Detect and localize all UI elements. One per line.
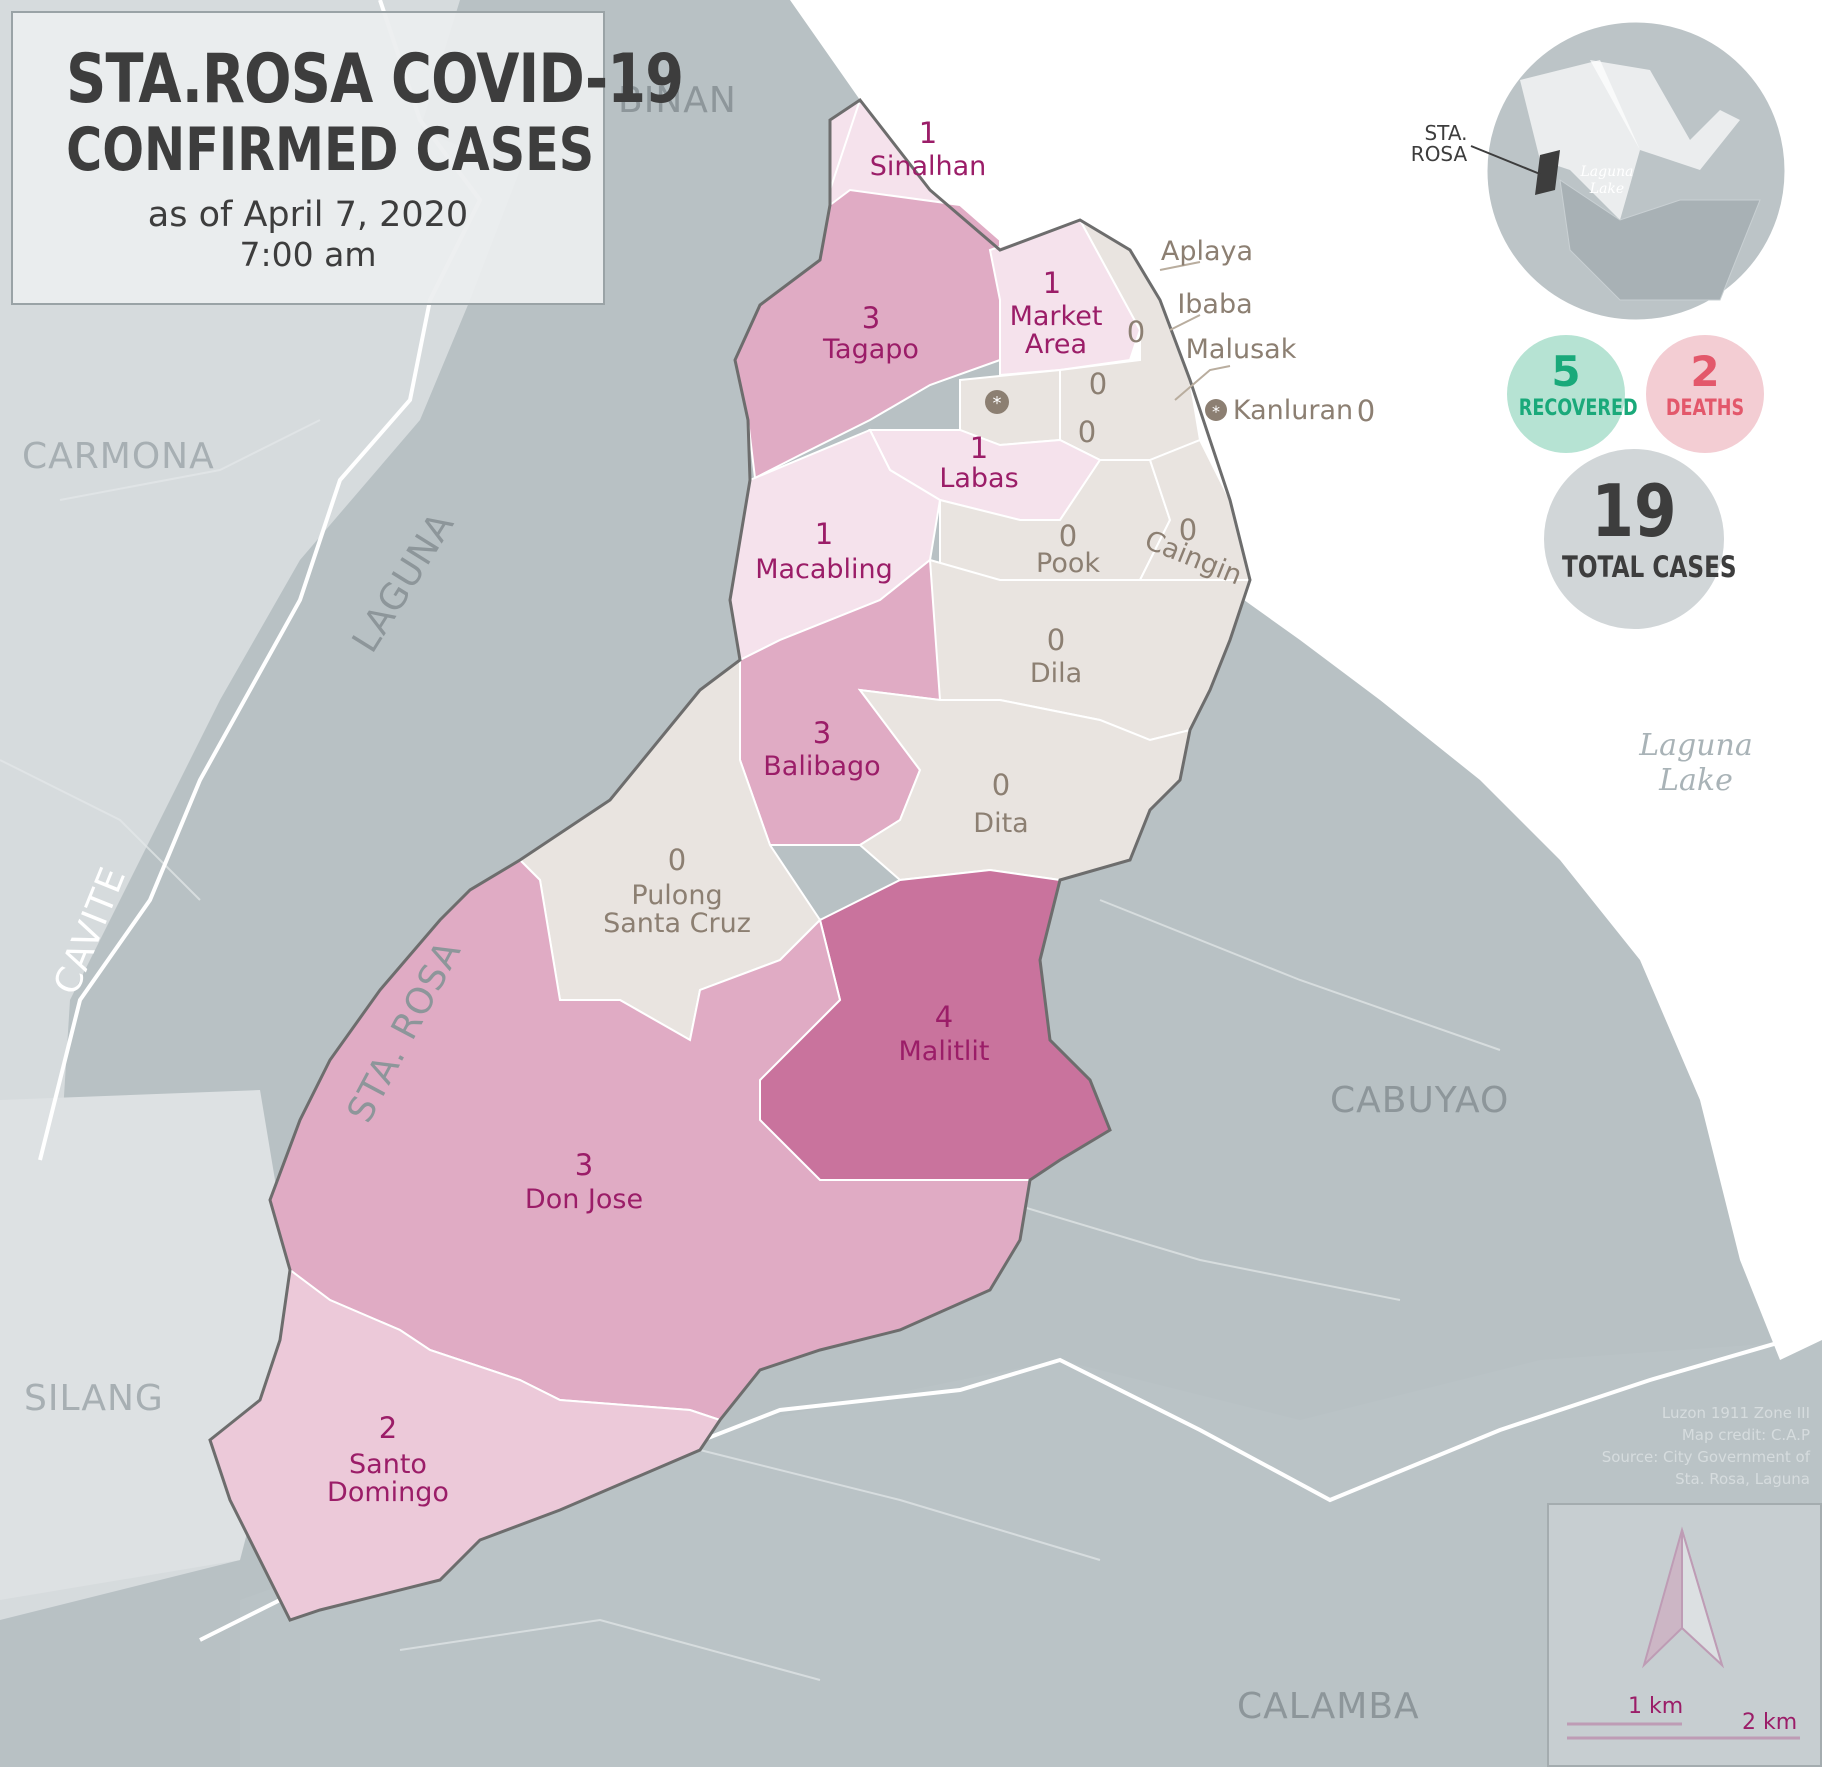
aplaya-name: Aplaya xyxy=(1161,236,1253,267)
inset-rosa-label: ROSA xyxy=(1411,142,1468,166)
market-area-count: 1 xyxy=(1043,266,1061,300)
inset-lake-label-2: Lake xyxy=(1589,181,1624,197)
credit-line: Map credit: C.A.P xyxy=(1681,1426,1810,1444)
balibago-count: 3 xyxy=(813,716,831,750)
deaths-label: DEATHS xyxy=(1665,396,1745,421)
santo-domingo-name-1: Santo xyxy=(349,1449,427,1480)
pulong-santa-cruz-name-2: Santa Cruz xyxy=(603,908,751,939)
labas-name: Labas xyxy=(939,463,1018,494)
inset-lake-label-1: Laguna xyxy=(1580,164,1634,180)
credit-line: Source: City Government of xyxy=(1601,1448,1810,1466)
total-cases-count: 19 xyxy=(1591,469,1677,553)
santo-domingo-name-2: Domingo xyxy=(327,1477,449,1508)
total-cases-badge: 19 TOTAL CASES xyxy=(1542,447,1737,631)
sta-rosa-boundary xyxy=(208,97,1252,1622)
credit-line: Luzon 1911 Zone III xyxy=(1661,1404,1810,1422)
tagapo-count: 3 xyxy=(862,301,880,335)
sta-rosa-barangays xyxy=(208,97,1252,1622)
malusak-count: 0 xyxy=(1078,415,1096,449)
macabling-name: Macabling xyxy=(755,554,893,585)
ibaba-name: Ibaba xyxy=(1177,289,1252,320)
recovered-badge: 5 RECOVERED xyxy=(1505,333,1638,455)
credit-line: Sta. Rosa, Laguna xyxy=(1675,1470,1810,1488)
recovered-count: 5 xyxy=(1551,347,1581,396)
svg-text:*: * xyxy=(1212,402,1220,421)
balibago-name: Balibago xyxy=(763,751,880,782)
caingin-count: 0 xyxy=(1179,513,1197,547)
labas-count: 1 xyxy=(970,431,988,465)
aplaya-count: 0 xyxy=(1127,315,1145,349)
ibaba-count: 0 xyxy=(1089,367,1107,401)
sinalhan-count: 1 xyxy=(919,116,937,150)
pulong-santa-cruz-count: 0 xyxy=(668,843,686,877)
malitlit-count: 4 xyxy=(935,1000,953,1034)
leader-lines xyxy=(1159,261,1231,401)
title-box: STA.ROSA COVID-19 CONFIRMED CASES as of … xyxy=(11,11,684,305)
market-area-name-2: Area xyxy=(1025,329,1087,360)
total-cases-label: TOTAL CASES xyxy=(1562,550,1737,584)
macabling-count: 1 xyxy=(815,517,833,551)
kanluran-legend-marker: * xyxy=(1205,399,1227,421)
recovered-label: RECOVERED xyxy=(1518,396,1638,421)
inset-locator-map: STA. ROSA Laguna Lake xyxy=(1411,19,1788,323)
label-binan: BINAN xyxy=(618,80,737,121)
don-jose-name: Don Jose xyxy=(525,1184,643,1215)
don-jose-count: 3 xyxy=(575,1148,593,1182)
deaths-badge: 2 DEATHS xyxy=(1644,333,1766,455)
deaths-count: 2 xyxy=(1690,347,1720,396)
sinalhan-name: Sinalhan xyxy=(870,151,987,182)
cavite-region xyxy=(0,0,520,1620)
as-of-time: 7:00 am xyxy=(239,235,377,274)
pook-count: 0 xyxy=(1059,519,1077,553)
calamba-region xyxy=(240,1340,1822,1767)
dila-name: Dila xyxy=(1030,658,1082,689)
market-area-name-1: Market xyxy=(1010,301,1103,332)
malusak-name: Malusak xyxy=(1186,334,1297,365)
label-carmona: CARMONA xyxy=(22,436,215,477)
dita-name: Dita xyxy=(973,808,1028,839)
scale-label-2km: 2 km xyxy=(1742,1710,1798,1735)
road-lines xyxy=(0,419,1501,1681)
map-credits: Luzon 1911 Zone III Map credit: C.A.P So… xyxy=(1510,1402,1810,1490)
label-laguna-lake-2: Lake xyxy=(1658,763,1733,798)
pulong-santa-cruz-name-1: Pulong xyxy=(631,880,722,911)
dila-count: 0 xyxy=(1047,623,1065,657)
pook-name: Pook xyxy=(1036,548,1100,579)
kanluran-count: 0 xyxy=(1357,394,1375,428)
malitlit-name: Malitlit xyxy=(898,1036,989,1067)
kanluran-name: Kanluran xyxy=(1233,395,1353,426)
page-title: STA.ROSA COVID-19 xyxy=(66,40,684,119)
tagapo-name: Tagapo xyxy=(822,334,919,365)
as-of-date: as of April 7, 2020 xyxy=(147,195,469,235)
dita-count: 0 xyxy=(992,768,1010,802)
scale-label-1km: 1 km xyxy=(1628,1694,1684,1719)
label-cabuyao: CABUYAO xyxy=(1330,1080,1509,1121)
label-silang: SILANG xyxy=(24,1378,164,1419)
north-arrow-panel xyxy=(1547,1503,1822,1767)
inset-sta-label: STA. xyxy=(1424,121,1467,145)
kanluran-marker: * xyxy=(985,390,1009,414)
label-calamba: CALAMBA xyxy=(1237,1686,1420,1727)
svg-text:*: * xyxy=(993,393,1002,414)
page-subtitle: CONFIRMED CASES xyxy=(66,115,595,185)
label-laguna-lake-1: Laguna xyxy=(1638,728,1753,763)
santo-domingo-count: 2 xyxy=(379,1411,397,1445)
